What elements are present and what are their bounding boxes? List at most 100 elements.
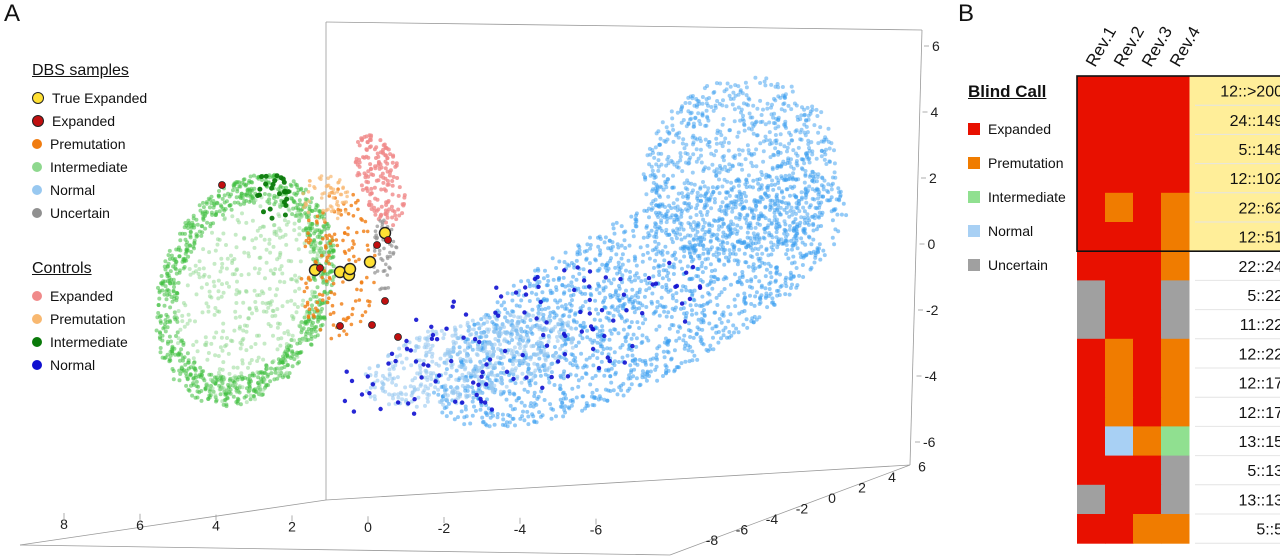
- cloud-point-normal: [769, 82, 774, 87]
- cloud-point-normal: [786, 256, 791, 261]
- cloud-point-normal: [700, 113, 705, 118]
- cloud-point-intermediate-dbs: [239, 371, 244, 376]
- cloud-point-normal: [750, 316, 755, 321]
- cloud-point-normal-dbs: [414, 344, 419, 349]
- cloud-point-normal: [688, 345, 693, 349]
- cloud-point-normal: [782, 108, 787, 113]
- cloud-point-normal: [600, 324, 605, 329]
- cloud-point-intermediate-dbs: [260, 300, 265, 305]
- cloud-point-normal: [596, 244, 601, 249]
- cloud-point-expanded-control: [379, 212, 384, 217]
- cloud-point-intermediate-dbs: [248, 393, 253, 398]
- cloud-point-intermediate-dbs: [185, 321, 190, 326]
- cloud-point-normal: [736, 194, 741, 199]
- cloud-point-normal-dbs: [447, 354, 452, 359]
- cloud-point-intermediate: [201, 369, 206, 374]
- cloud-point-normal: [636, 300, 641, 305]
- cloud-point-normal: [525, 324, 530, 329]
- cloud-point-normal: [606, 367, 611, 372]
- cloud-point-normal-control: [378, 406, 383, 412]
- cloud-point-normal: [463, 407, 468, 412]
- cloud-point-expanded-control: [376, 161, 381, 166]
- cloud-point-intermediate-dbs: [300, 303, 305, 307]
- cloud-point-normal: [743, 80, 748, 85]
- cloud-point-intermediate-dbs: [182, 324, 187, 329]
- cloud-point-normal: [478, 407, 483, 412]
- cloud-point-normal: [714, 141, 719, 146]
- cloud-point-normal: [733, 252, 738, 257]
- cloud-point-normal: [762, 261, 767, 266]
- cloud-point-normal: [738, 118, 743, 123]
- cloud-point-normal-dbs: [443, 351, 448, 356]
- cloud-point-intermediate-dbs: [244, 289, 248, 293]
- cloud-point-normal-dbs: [374, 370, 379, 375]
- cloud-point-intermediate: [297, 360, 301, 365]
- cloud-point-normal: [682, 146, 687, 151]
- cloud-point-normal: [502, 300, 506, 305]
- cloud-point-normal: [802, 122, 807, 127]
- cloud-point-normal: [519, 279, 524, 284]
- cloud-point-normal-control: [489, 407, 495, 412]
- cloud-point-normal: [578, 323, 583, 328]
- cloud-point-intermediate: [290, 212, 295, 217]
- cloud-point-normal: [577, 271, 582, 276]
- cloud-point-normal: [763, 122, 768, 127]
- cloud-point-intermediate: [192, 246, 196, 251]
- cloud-point-intermediate-dbs: [220, 367, 225, 372]
- cloud-point-normal: [719, 336, 723, 341]
- cloud-point-premutation: [324, 233, 328, 238]
- cloud-point-normal: [806, 142, 811, 147]
- cloud-point-uncertain: [388, 254, 393, 259]
- cloud-point-normal: [764, 175, 768, 180]
- cloud-point-intermediate-dbs: [280, 304, 285, 309]
- cloud-point-normal: [522, 320, 527, 325]
- cloud-point-normal: [652, 265, 656, 270]
- cloud-point-normal: [628, 297, 633, 302]
- cloud-point-intermediate: [251, 388, 256, 392]
- cloud-point-normal: [558, 404, 563, 409]
- cloud-point-premutation: [346, 212, 351, 216]
- cloud-point-normal: [597, 291, 602, 296]
- cloud-point-normal: [448, 385, 453, 390]
- cloud-point-intermediate-dbs: [292, 302, 297, 307]
- cloud-point-normal: [728, 200, 733, 205]
- cloud-point-normal-dbs: [470, 318, 475, 323]
- cloud-point-normal: [650, 291, 655, 296]
- cloud-point-normal-dbs: [468, 357, 473, 362]
- cloud-point-intermediate: [156, 285, 160, 290]
- cloud-point-normal: [812, 197, 817, 202]
- cloud-point-normal: [758, 81, 763, 85]
- cloud-point-normal: [764, 291, 769, 296]
- cloud-point-normal: [703, 265, 708, 270]
- cloud-point-expanded-control: [355, 173, 360, 178]
- cloud-point-normal: [783, 222, 788, 227]
- cloud-point-premutation-control: [345, 194, 349, 199]
- cloud-point-intermediate: [280, 360, 285, 365]
- cloud-point-normal: [591, 353, 595, 358]
- cloud-point-normal: [526, 367, 531, 371]
- cloud-point-normal-dbs: [427, 392, 432, 397]
- cloud-point-normal: [626, 258, 631, 263]
- cloud-point-normal: [651, 356, 656, 361]
- cloud-point-normal-dbs: [569, 340, 574, 345]
- cloud-point-normal: [701, 180, 705, 184]
- cloud-point-intermediate: [264, 363, 269, 368]
- cloud-point-normal: [632, 367, 637, 372]
- cloud-point-normal: [767, 120, 772, 125]
- cloud-point-normal: [597, 329, 602, 334]
- cloud-point-normal: [739, 107, 744, 112]
- cloud-point-premutation: [337, 333, 342, 338]
- cloud-point-normal: [611, 277, 616, 282]
- cloud-point-normal: [836, 186, 841, 191]
- cloud-point-normal: [580, 336, 585, 341]
- cloud-point-normal: [809, 140, 814, 145]
- cloud-point-normal: [778, 272, 782, 277]
- cloud-point-normal: [632, 305, 636, 309]
- cloud-point-normal: [538, 369, 543, 374]
- cloud-point-normal: [778, 142, 783, 147]
- cloud-point-normal-dbs: [467, 393, 472, 398]
- cloud-point-intermediate-dbs: [213, 248, 218, 253]
- cloud-point-normal: [688, 329, 693, 333]
- cloud-point-normal: [728, 84, 733, 89]
- cloud-point-intermediate-dbs: [256, 271, 261, 276]
